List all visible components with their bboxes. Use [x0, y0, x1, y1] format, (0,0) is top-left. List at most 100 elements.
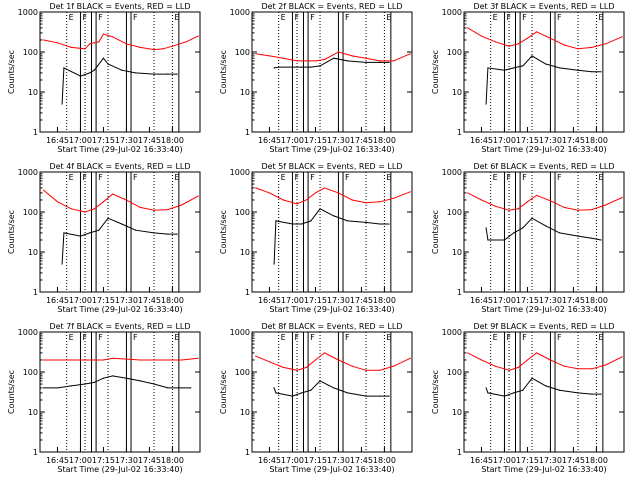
series-line-events — [61, 57, 177, 105]
data-point — [43, 189, 45, 191]
data-point — [135, 72, 137, 74]
data-point — [89, 232, 91, 234]
data-point — [600, 393, 602, 395]
data-point — [388, 395, 390, 397]
data-point — [393, 365, 395, 367]
data-point — [379, 223, 381, 225]
data-point — [333, 215, 335, 217]
panel-det-4: Det 4f BLACK = Events, RED = LLD 1 10 100 10… — [7, 162, 201, 314]
data-point — [522, 389, 524, 391]
x-axis-label: Start Time (29-Jul-02 16:33:40) — [269, 465, 394, 474]
flag-label: E — [386, 333, 391, 342]
y-tick-label: 100 — [447, 48, 462, 57]
flag-label: E — [174, 13, 179, 22]
data-point — [255, 355, 257, 357]
x-tick-label: 17:45 — [562, 456, 585, 465]
data-point — [393, 197, 395, 199]
panel-det-8: Det 8f BLACK = Events, RED = LLD 1 10 100 10… — [219, 322, 413, 474]
data-point — [93, 208, 95, 210]
x-tick-label: 16:45 — [258, 456, 281, 465]
data-point — [112, 357, 114, 359]
panel-det-2: Det 2f BLACK = Events, RED = LLD 1 10 100 10… — [219, 2, 413, 154]
flag-label: F — [506, 333, 511, 342]
data-point — [56, 201, 59, 203]
flag-label: F — [294, 333, 299, 342]
data-point — [197, 357, 199, 359]
series-line-events — [485, 217, 602, 241]
x-tick-label: 17:00 — [69, 296, 92, 305]
data-point — [605, 204, 607, 206]
x-tick-label: 18:00 — [585, 136, 608, 145]
data-point — [494, 41, 496, 43]
data-point — [379, 201, 381, 203]
data-point — [84, 48, 86, 50]
data-point — [480, 199, 483, 201]
x-tick-label: 17:30 — [539, 136, 562, 145]
data-point — [139, 359, 141, 361]
flag-label: F — [133, 13, 138, 22]
x-tick-label: 16:45 — [470, 456, 493, 465]
y-tick-label: 1000 — [230, 168, 250, 177]
data-point — [526, 37, 529, 39]
data-point — [56, 387, 59, 389]
x-tick-label: 17:00 — [493, 456, 516, 465]
data-point — [102, 33, 105, 35]
data-point — [605, 364, 607, 366]
data-point — [310, 389, 312, 391]
data-point — [513, 67, 515, 69]
data-point — [621, 356, 623, 358]
plot-frame — [463, 171, 625, 293]
plot-frame — [251, 331, 413, 453]
flag-label: F — [98, 173, 103, 182]
y-tick-label: 10 — [240, 88, 250, 97]
panel-title: Det 8f BLACK = Events, RED = LLD — [261, 322, 402, 331]
data-point — [102, 377, 105, 379]
data-point — [84, 211, 86, 213]
flag-label: E — [598, 13, 603, 22]
data-point — [337, 192, 340, 194]
data-point — [467, 352, 469, 354]
flag-label: E — [493, 13, 498, 22]
data-point — [167, 233, 169, 235]
y-tick-label: 1 — [33, 288, 38, 297]
data-point — [102, 57, 105, 59]
x-axis-label: Start Time (29-Jul-02 16:33:40) — [481, 305, 606, 314]
data-point — [268, 55, 271, 57]
x-axis-label: Start Time (29-Jul-02 16:33:40) — [481, 465, 606, 474]
data-point — [577, 368, 579, 370]
data-point — [517, 208, 519, 210]
x-tick-label: 17:45 — [138, 136, 161, 145]
data-point — [112, 36, 114, 38]
data-point — [89, 72, 91, 74]
data-point — [153, 73, 155, 75]
data-point — [43, 359, 45, 361]
data-point — [365, 395, 367, 397]
x-axis-label: Start Time (29-Jul-02 16:33:40) — [269, 145, 394, 154]
data-point — [125, 43, 128, 45]
data-point — [181, 387, 183, 389]
x-tick-label: 17:00 — [281, 296, 304, 305]
flag-label: F — [310, 333, 315, 342]
panel-title: Det 9f BLACK = Events, RED = LLD — [473, 322, 614, 331]
x-tick-label: 18:00 — [373, 136, 396, 145]
data-point — [167, 208, 169, 211]
data-point — [591, 393, 593, 395]
data-point — [388, 223, 390, 225]
data-point — [61, 103, 63, 105]
x-tick-label: 17:45 — [562, 136, 585, 145]
data-point — [591, 208, 593, 211]
x-axis-label: Start Time (29-Jul-02 16:33:40) — [269, 305, 394, 314]
x-tick-label: 16:45 — [470, 136, 493, 145]
data-point — [98, 229, 100, 231]
data-point — [273, 67, 275, 69]
x-tick-label: 17:15 — [92, 136, 115, 145]
series-line-lld — [255, 352, 411, 371]
data-point — [282, 57, 284, 59]
x-tick-label: 17:00 — [493, 296, 516, 305]
x-tick-label: 17:00 — [281, 456, 304, 465]
data-point — [485, 387, 487, 389]
data-point — [337, 51, 340, 53]
data-point — [480, 35, 483, 37]
data-point — [324, 187, 326, 189]
x-tick-label: 17:15 — [92, 296, 115, 305]
